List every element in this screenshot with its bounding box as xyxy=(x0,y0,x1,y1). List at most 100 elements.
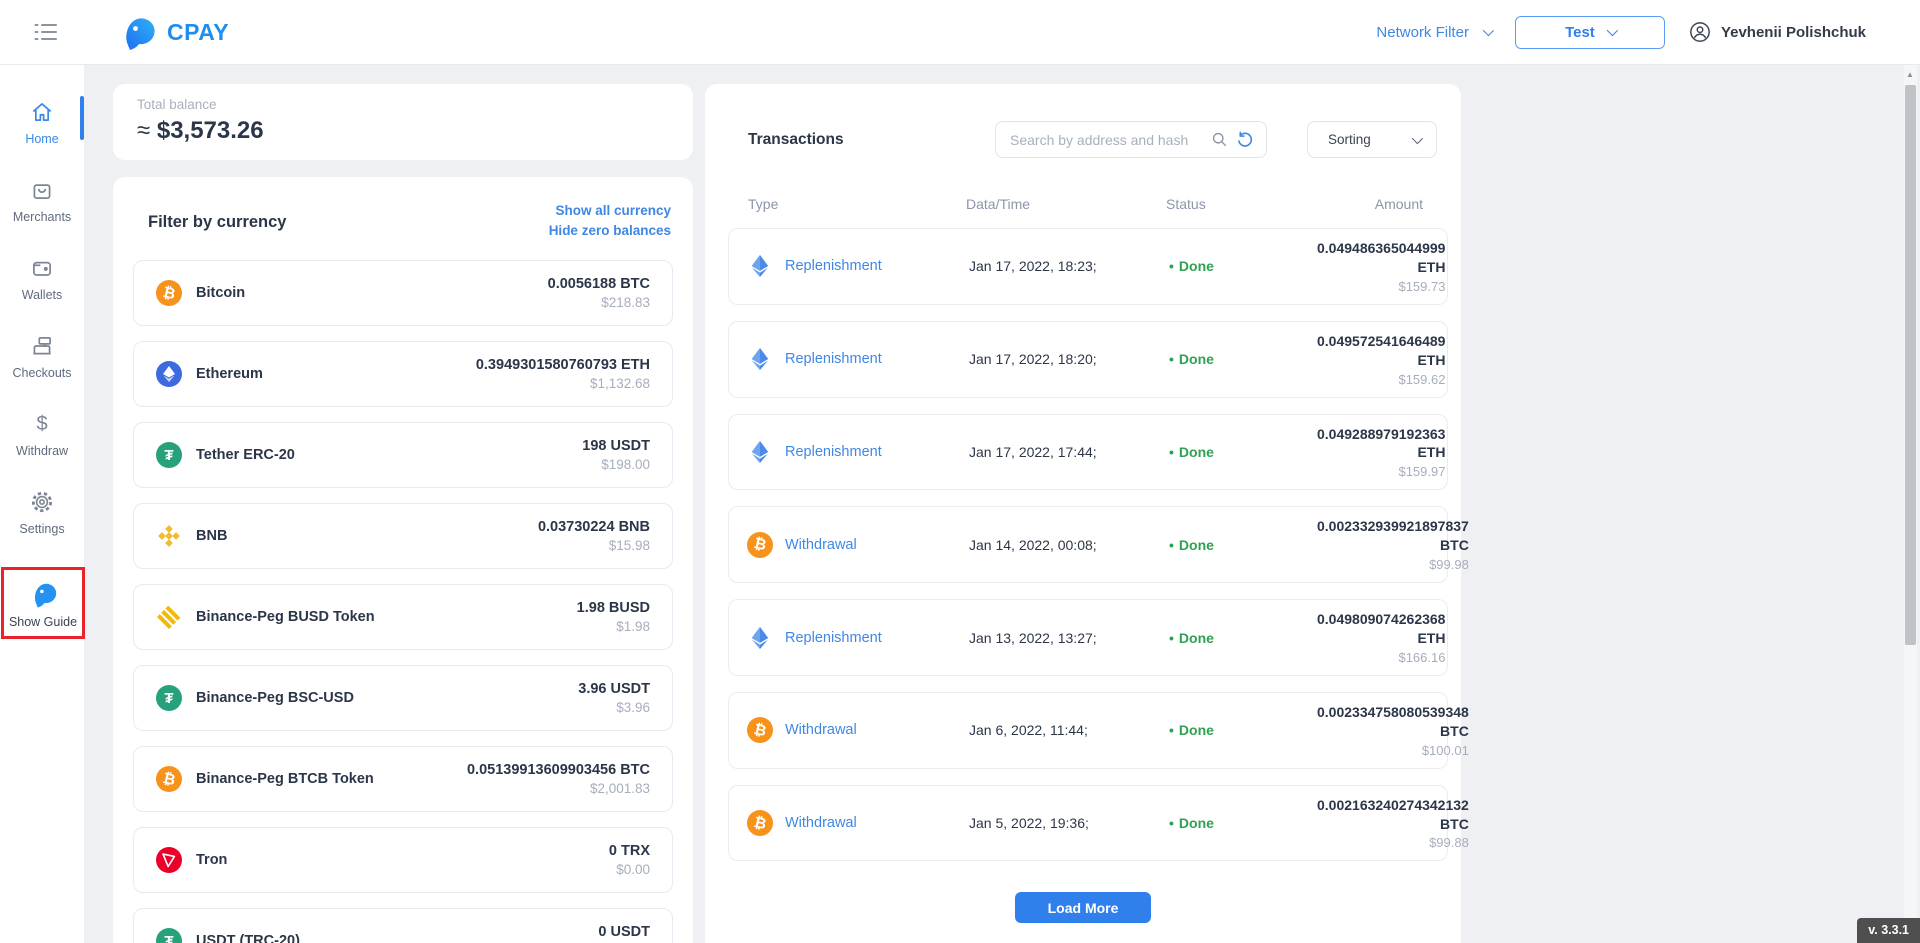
transaction-datetime: Jan 13, 2022, 13:27; xyxy=(969,629,1097,646)
sidebar-item-home[interactable]: Home xyxy=(0,96,84,146)
refresh-icon[interactable] xyxy=(1236,131,1254,149)
transaction-row[interactable]: ₿ Withdrawal Jan 5, 2022, 19:36; Done 0.… xyxy=(728,784,1469,862)
sidebar-item-label: Home xyxy=(25,132,59,146)
sidebar-item-label: Checkouts xyxy=(12,366,72,380)
cpay-logo-icon xyxy=(117,12,157,52)
transaction-usd-value: $159.73 xyxy=(1398,278,1446,294)
active-indicator xyxy=(80,96,84,140)
transaction-row[interactable]: ₿ Withdrawal Jan 14, 2022, 00:08; Done 0… xyxy=(728,506,1469,584)
sidebar-item-show-guide[interactable]: Show Guide xyxy=(4,579,82,629)
transaction-row[interactable]: Replenishment Jan 17, 2022, 18:23; Done … xyxy=(728,228,1448,305)
cpay-logo[interactable]: CPAY xyxy=(117,12,229,52)
currency-item[interactable]: ₮ USDT (TRC-20) 0 USDT $0.00 xyxy=(133,908,673,943)
show-all-currency-link[interactable]: Show all currency xyxy=(555,203,671,218)
currency-usd-value: $0.00 xyxy=(616,862,650,877)
transaction-usd-value: $99.98 xyxy=(1429,557,1469,573)
transaction-usd-value: $166.16 xyxy=(1398,649,1446,665)
column-type: Type xyxy=(748,196,779,212)
transaction-coin-icon xyxy=(747,625,773,651)
transaction-coin-icon xyxy=(747,439,773,465)
currency-name: Tron xyxy=(196,852,228,868)
scrollbar-thumb[interactable] xyxy=(1905,85,1916,645)
show-guide-highlight-box: Show Guide xyxy=(1,567,85,639)
currency-name: USDT (TRC-20) xyxy=(196,933,300,943)
sidebar-item-wallets[interactable]: Wallets xyxy=(0,255,84,302)
version-badge: v. 3.3.1 xyxy=(1857,918,1920,943)
load-more-button[interactable]: Load More xyxy=(1015,892,1151,924)
transaction-type-link[interactable]: Withdrawal xyxy=(785,536,857,553)
sidebar-item-withdraw[interactable]: $ Withdraw xyxy=(0,411,84,458)
transaction-amount: 0.049486365044999 ETH xyxy=(1317,240,1446,275)
sidebar-item-checkouts[interactable]: Checkouts xyxy=(0,333,84,380)
transaction-amount: 0.049288979192363 ETH xyxy=(1317,425,1446,461)
currency-amount: 0.3949301580760793 ETH xyxy=(475,357,650,373)
currency-coin-icon xyxy=(156,523,182,549)
menu-icon[interactable] xyxy=(33,19,59,45)
sidebar-item-label: Withdraw xyxy=(15,444,69,458)
sidebar-item-settings[interactable]: Settings xyxy=(0,489,84,536)
environment-test-button[interactable]: Test xyxy=(1514,15,1665,49)
user-menu[interactable]: Yevhenii Polishchuk xyxy=(1689,21,1866,43)
transaction-datetime: Jan 17, 2022, 18:23; xyxy=(969,258,1097,275)
transaction-row[interactable]: Replenishment Jan 13, 2022, 13:27; Done … xyxy=(728,599,1448,676)
scroll-up-arrow-icon[interactable]: ▲ xyxy=(1906,70,1914,79)
transactions-title: Transactions xyxy=(748,130,844,148)
transaction-type-link[interactable]: Withdrawal xyxy=(785,815,857,832)
transaction-amount: 0.049809074262368 ETH xyxy=(1317,611,1446,647)
currency-usd-value: $15.98 xyxy=(608,538,650,553)
sidebar-item-merchants[interactable]: Merchants xyxy=(0,177,84,224)
currency-item[interactable]: ₿ Bitcoin 0.0056188 BTC $218.83 xyxy=(133,260,673,326)
currency-coin-icon: ₿ xyxy=(156,280,182,306)
total-balance-label: Total balance xyxy=(137,97,217,112)
currency-item[interactable]: ₮ Tether ERC-20 198 USDT $198.00 xyxy=(133,422,673,488)
currency-item[interactable]: Binance-Peg BUSD Token 1.98 BUSD $1.98 xyxy=(133,584,673,650)
env-button-label: Test xyxy=(1565,23,1595,41)
currency-coin-icon: ₮ xyxy=(156,928,182,943)
network-filter-label: Network Filter xyxy=(1376,23,1469,41)
transaction-type-link[interactable]: Replenishment xyxy=(785,443,882,460)
transaction-type-link[interactable]: Replenishment xyxy=(785,258,882,275)
transaction-type-link[interactable]: Withdrawal xyxy=(785,722,857,739)
sidebar-item-label: Merchants xyxy=(12,210,72,224)
currency-item[interactable]: ₿ Binance-Peg BTCB Token 0.0513991360990… xyxy=(133,746,673,812)
transaction-usd-value: $159.62 xyxy=(1398,371,1446,387)
currency-item[interactable]: Ethereum 0.3949301580760793 ETH $1,132.6… xyxy=(133,341,673,407)
transaction-row[interactable]: Replenishment Jan 17, 2022, 17:44; Done … xyxy=(728,413,1448,491)
currency-amount: 198 USDT xyxy=(582,438,650,454)
transaction-status: Done xyxy=(1169,630,1317,646)
currency-amount: 3.96 USDT xyxy=(578,681,650,697)
transaction-coin-icon xyxy=(747,253,773,279)
currency-amount: 0 USDT xyxy=(598,924,650,940)
search-icon[interactable] xyxy=(1211,131,1228,148)
currency-usd-value: $198.00 xyxy=(601,457,650,472)
network-filter-dropdown[interactable]: Network Filter xyxy=(1376,23,1495,41)
currency-name: Ethereum xyxy=(196,366,263,382)
transaction-row[interactable]: ₿ Withdrawal Jan 6, 2022, 11:44; Done 0.… xyxy=(728,691,1469,769)
transaction-type-link[interactable]: Replenishment xyxy=(785,351,882,368)
transaction-usd-value: $100.01 xyxy=(1421,742,1469,758)
transaction-row[interactable]: Replenishment Jan 17, 2022, 18:20; Done … xyxy=(728,320,1448,398)
hide-zero-balances-link[interactable]: Hide zero balances xyxy=(548,223,671,238)
sorting-dropdown[interactable]: Sorting xyxy=(1307,121,1437,158)
currency-name: BNB xyxy=(196,528,228,544)
currency-coin-icon xyxy=(156,604,182,630)
currency-name: Tether ERC-20 xyxy=(196,447,295,463)
currency-item[interactable]: BNB 0.03730224 BNB $15.98 xyxy=(133,503,673,569)
transaction-status: Done xyxy=(1169,722,1317,738)
sorting-label: Sorting xyxy=(1328,132,1371,147)
transaction-coin-icon: ₿ xyxy=(747,810,773,837)
transaction-type-link[interactable]: Replenishment xyxy=(785,629,882,646)
search-input[interactable] xyxy=(1010,131,1203,148)
column-status: Status xyxy=(1166,196,1206,212)
transaction-datetime: Jan 17, 2022, 17:44; xyxy=(969,443,1097,460)
filter-title: Filter by currency xyxy=(148,213,287,231)
currency-amount: 0.03730224 BNB xyxy=(537,519,650,535)
currency-item[interactable]: Tron 0 TRX $0.00 xyxy=(133,827,673,893)
transaction-amount: 0.002163240274342132 BTC xyxy=(1317,796,1469,832)
sidebar-item-label: Settings xyxy=(19,522,65,536)
transactions-search xyxy=(995,121,1267,158)
currency-item[interactable]: ₮ Binance-Peg BSC-USD 3.96 USDT $3.96 xyxy=(133,665,673,731)
transaction-amount: 0.002332939921897837 BTC xyxy=(1317,518,1469,554)
page-scrollbar[interactable]: ▲ xyxy=(1904,65,1917,943)
transaction-status: Done xyxy=(1169,537,1317,553)
